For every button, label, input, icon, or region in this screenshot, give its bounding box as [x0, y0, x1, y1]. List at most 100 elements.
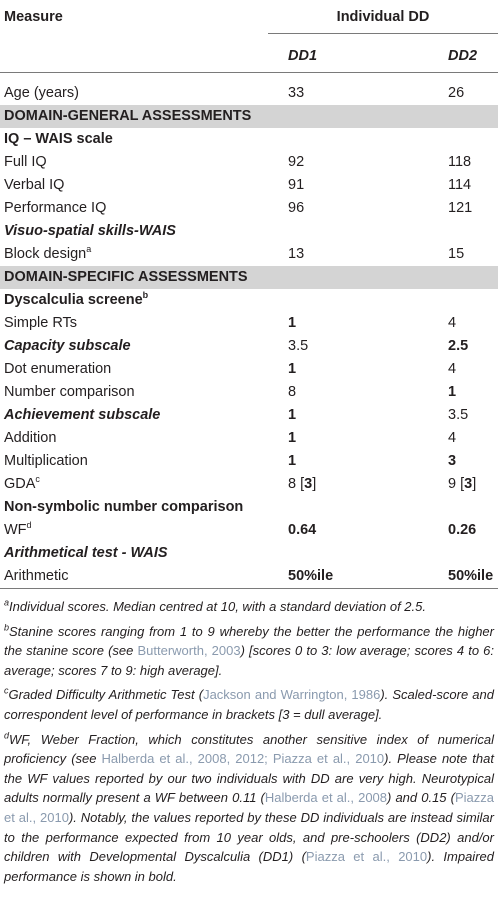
- footnote: aIndividual scores. Median centred at 10…: [4, 597, 494, 617]
- measure-header: Measure: [4, 9, 63, 25]
- table-cell: Verbal IQ: [4, 174, 64, 197]
- cell-text: 118: [448, 154, 472, 170]
- cell-text: 50%ile: [288, 568, 334, 584]
- table-cell: DOMAIN-GENERAL ASSESSMENTS: [4, 105, 251, 128]
- cell-text: 13: [288, 246, 305, 262]
- table-row: Block designa 13 15: [0, 243, 498, 266]
- table-cell: WFd: [4, 519, 32, 542]
- cell-text: IQ – WAIS scale: [4, 131, 113, 147]
- cell-text: GDA: [4, 476, 36, 492]
- table-cell: Performance IQ: [4, 197, 106, 220]
- cell-text: Visuo-spatial skills-WAIS: [4, 223, 176, 239]
- table-cell: Non-symbolic number comparison: [4, 496, 243, 519]
- cell-text: Simple RTs: [4, 315, 78, 331]
- cell-text: 33: [288, 85, 305, 101]
- table-cell: 3.5: [288, 335, 308, 358]
- table-cell: Dyscalculia screeneb: [4, 289, 148, 312]
- table-cell: Multiplication: [4, 450, 88, 473]
- table-cell: 114: [448, 174, 471, 197]
- table-cell: Full IQ: [4, 151, 47, 174]
- cell-text: 26: [448, 85, 465, 101]
- cell-text: Full IQ: [4, 154, 47, 170]
- table-cell: Block designa: [4, 243, 91, 266]
- table-cell: Number comparison: [4, 381, 135, 404]
- table-cell: 15: [448, 243, 464, 266]
- table-cell: 33: [288, 82, 304, 105]
- cell-text: Dyscalculia screene: [4, 292, 143, 308]
- cell-text: 1: [288, 361, 297, 377]
- table-row: Simple RTs 1 4: [0, 312, 498, 335]
- table-row: Number comparison 8 1: [0, 381, 498, 404]
- cell-text: 91: [288, 177, 305, 193]
- cell-text: Multiplication: [4, 453, 88, 469]
- column-header: DD2: [448, 48, 478, 64]
- table-cell: Visuo-spatial skills-WAIS: [4, 220, 176, 243]
- cell-text: a: [86, 244, 92, 255]
- cell-text: Arithmetical test - WAIS: [4, 545, 168, 561]
- footnote: dWF, Weber Fraction, which constitutes a…: [4, 730, 494, 887]
- footnote-mark: c: [4, 686, 9, 697]
- footnote-text: Graded Difficulty Arithmetic Test (: [8, 687, 204, 703]
- rule: [0, 72, 498, 73]
- table-cell: 26: [448, 82, 464, 105]
- cell-text: Capacity subscale: [4, 338, 131, 354]
- cell-text: 9 [: [448, 476, 465, 492]
- table-cell: 50%ile: [288, 565, 333, 588]
- cell-text: 1: [288, 430, 297, 446]
- column-header: DD1: [288, 48, 318, 64]
- table-row: Verbal IQ 91 114: [0, 174, 498, 197]
- footnotes: aIndividual scores. Median centred at 10…: [4, 597, 494, 891]
- table-cell: 1: [288, 312, 296, 335]
- cell-text: Age (years): [4, 85, 79, 101]
- cell-text: 3: [464, 476, 473, 492]
- rule: [268, 33, 498, 34]
- table-cell: 1: [288, 404, 296, 427]
- table-cell: IQ – WAIS scale: [4, 128, 113, 151]
- cell-text: Block design: [4, 246, 87, 262]
- cell-text: 1: [288, 407, 297, 423]
- table-row: Visuo-spatial skills-WAIS: [0, 220, 498, 243]
- footnote-text: Stanine scores ranging from 1 to 9 where…: [4, 623, 494, 659]
- table-cell: 96: [288, 197, 304, 220]
- table-row: Dot enumeration 1 4: [0, 358, 498, 381]
- table-cell: Age (years): [4, 82, 79, 105]
- table-cell: Simple RTs: [4, 312, 77, 335]
- cell-text: 4: [448, 361, 457, 377]
- citation: Butterworth, 2003: [137, 643, 241, 659]
- footnote-mark: d: [4, 730, 10, 741]
- footnote-text: ). Impaired performance is shown in bold…: [4, 849, 494, 884]
- footnote-mark: a: [4, 597, 10, 608]
- table-cell: Capacity subscale: [4, 335, 131, 358]
- citation: Jackson and Warrington, 1986: [203, 687, 381, 703]
- table-cell: 4: [448, 427, 456, 450]
- table-row: GDAc 8 [3] 9 [3]: [0, 473, 498, 496]
- cell-text: Number comparison: [4, 384, 135, 400]
- footnote-text: ) [scores 0 to 3: low average; scores 4 …: [4, 643, 494, 678]
- cell-text: 0.26: [448, 522, 477, 538]
- table-row: Performance IQ 96 121: [0, 197, 498, 220]
- citation: Piazza et al., 2010: [4, 790, 494, 825]
- cell-text: Verbal IQ: [4, 177, 65, 193]
- cell-text: Dot enumeration: [4, 361, 112, 377]
- footnote: cGraded Difficulty Arithmetic Test (Jack…: [4, 685, 494, 724]
- cell-text: 8: [288, 384, 297, 400]
- cell-text: 1: [448, 384, 457, 400]
- table-row: Dyscalculia screeneb: [0, 289, 498, 312]
- footnote-text: ). Notably, the values reported by these…: [4, 809, 494, 865]
- citation: Piazza et al., 2010: [305, 849, 428, 865]
- cell-text: c: [35, 474, 40, 485]
- table-row: Capacity subscale 3.5 2.5: [0, 335, 498, 358]
- table-cell: 91: [288, 174, 304, 197]
- cell-text: Performance IQ: [4, 200, 107, 216]
- table-cell: 4: [448, 312, 456, 335]
- cell-text: 92: [288, 154, 305, 170]
- cell-text: Arithmetic: [4, 568, 69, 584]
- table-row: WFd 0.64 0.26: [0, 519, 498, 542]
- table-row: Multiplication 1 3: [0, 450, 498, 473]
- cell-text: 0.64: [288, 522, 317, 538]
- table-row: DOMAIN-SPECIFIC ASSESSMENTS: [0, 266, 498, 289]
- table-cell: 92: [288, 151, 304, 174]
- footnote-text: Individual scores. Median centred at 10,…: [9, 599, 426, 614]
- table-cell: 3: [448, 450, 456, 473]
